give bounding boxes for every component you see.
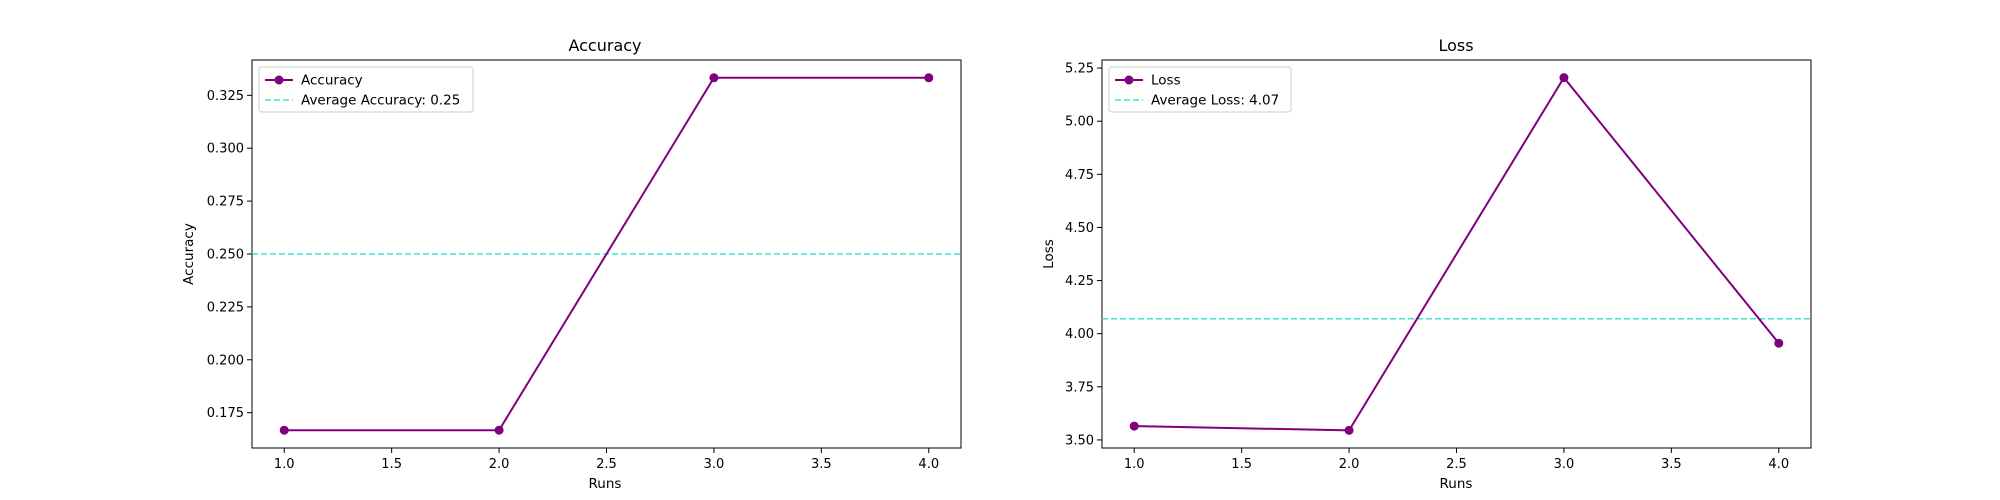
x-tick-label: 2.5 bbox=[596, 457, 617, 472]
y-axis-label: Loss bbox=[1041, 239, 1057, 269]
chart-title: Loss bbox=[1438, 36, 1473, 55]
x-axis-label: Runs bbox=[589, 476, 622, 492]
y-tick-label: 3.50 bbox=[1065, 433, 1094, 448]
y-tick-label: 4.75 bbox=[1065, 168, 1094, 183]
legend-label: Accuracy bbox=[301, 73, 363, 89]
x-tick-label: 1.0 bbox=[1124, 457, 1145, 472]
legend-label: Loss bbox=[1151, 73, 1181, 89]
legend-box bbox=[258, 66, 474, 113]
legend-marker bbox=[1124, 75, 1134, 85]
data-point bbox=[709, 73, 719, 83]
y-tick-label: 0.175 bbox=[207, 406, 244, 421]
y-tick-label: 5.25 bbox=[1065, 62, 1094, 77]
accuracy-chart: Accuracy Runs Accuracy 1.0 1.5 2.0 2.5 3.0 3.… bbox=[181, 36, 962, 492]
series-line bbox=[284, 76, 929, 432]
y-tick-label: 0.250 bbox=[207, 248, 244, 263]
data-point bbox=[1129, 421, 1139, 431]
x-tick-label: 3.0 bbox=[1554, 457, 1575, 472]
legend-marker bbox=[274, 75, 284, 85]
data-point bbox=[1559, 73, 1569, 83]
y-tick-label: 0.300 bbox=[207, 142, 244, 157]
y-axis-label: Accuracy bbox=[181, 223, 197, 285]
y-tick-label: 0.325 bbox=[207, 89, 244, 104]
chart-title: Accuracy bbox=[568, 36, 641, 55]
loss-chart: Loss Runs Loss 1.0 1.5 2.0 2.5 3.0 3.5 4.0 3.50… bbox=[1041, 36, 1812, 492]
x-tick-label: 4.0 bbox=[1768, 457, 1789, 472]
x-tick-label: 3.5 bbox=[811, 457, 832, 472]
legend-box bbox=[1108, 66, 1292, 113]
y-tick-label: 0.275 bbox=[207, 195, 244, 210]
y-tick-label: 4.00 bbox=[1065, 327, 1094, 342]
x-tick-label: 2.0 bbox=[489, 457, 510, 472]
data-point bbox=[279, 425, 289, 435]
data-point bbox=[924, 73, 934, 83]
x-tick-label: 4.0 bbox=[918, 457, 939, 472]
series-line bbox=[1134, 75, 1780, 432]
y-tick-label: 5.00 bbox=[1065, 115, 1094, 130]
x-tick-label: 2.0 bbox=[1339, 457, 1360, 472]
y-tick-label: 4.50 bbox=[1065, 221, 1094, 236]
x-axis-label: Runs bbox=[1440, 476, 1473, 492]
x-tick-label: 2.5 bbox=[1446, 457, 1467, 472]
legend-label: Average Loss: 4.07 bbox=[1151, 93, 1279, 109]
legend-label: Average Accuracy: 0.25 bbox=[301, 93, 460, 109]
x-tick-label: 3.5 bbox=[1661, 457, 1682, 472]
x-tick-label: 1.5 bbox=[381, 457, 402, 472]
data-point bbox=[1344, 425, 1354, 435]
data-point bbox=[1774, 338, 1784, 348]
y-tick-label: 4.25 bbox=[1065, 274, 1094, 289]
data-point bbox=[494, 425, 504, 435]
y-tick-label: 0.225 bbox=[207, 300, 244, 315]
x-tick-label: 1.0 bbox=[274, 457, 295, 472]
y-tick-label: 3.75 bbox=[1065, 380, 1094, 395]
x-tick-label: 1.5 bbox=[1231, 457, 1252, 472]
y-tick-label: 0.200 bbox=[207, 353, 244, 368]
x-tick-label: 3.0 bbox=[704, 457, 725, 472]
